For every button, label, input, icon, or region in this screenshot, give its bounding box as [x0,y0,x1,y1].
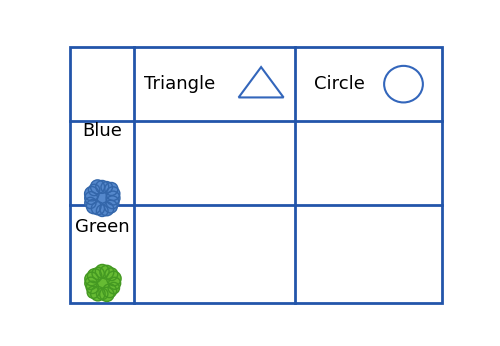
Ellipse shape [86,281,99,293]
Ellipse shape [106,196,119,209]
Ellipse shape [106,187,120,200]
Ellipse shape [88,184,100,195]
Ellipse shape [96,264,109,278]
Ellipse shape [87,286,99,298]
Ellipse shape [90,286,105,301]
Ellipse shape [105,182,118,195]
Ellipse shape [92,267,104,280]
Ellipse shape [84,192,98,204]
Ellipse shape [100,202,114,216]
Ellipse shape [90,180,104,194]
Ellipse shape [106,191,120,205]
Ellipse shape [85,272,98,286]
Ellipse shape [100,287,114,301]
Text: Triangle: Triangle [144,75,216,93]
Ellipse shape [85,197,96,209]
Ellipse shape [384,66,423,102]
Ellipse shape [103,284,117,298]
Text: Green: Green [75,218,130,236]
Ellipse shape [101,182,112,193]
Ellipse shape [86,199,101,214]
Ellipse shape [96,205,108,217]
Ellipse shape [84,186,99,201]
Text: Circle: Circle [314,75,365,93]
Ellipse shape [100,265,114,279]
Ellipse shape [96,181,108,193]
Ellipse shape [85,277,97,290]
Ellipse shape [94,189,111,207]
Ellipse shape [106,271,121,286]
Ellipse shape [92,202,104,215]
Ellipse shape [105,268,118,281]
Ellipse shape [108,277,120,289]
Polygon shape [238,67,284,98]
Ellipse shape [96,288,108,300]
Ellipse shape [104,200,118,213]
Ellipse shape [94,274,111,292]
Text: Blue: Blue [82,122,122,140]
Ellipse shape [108,282,120,294]
Ellipse shape [88,269,102,283]
